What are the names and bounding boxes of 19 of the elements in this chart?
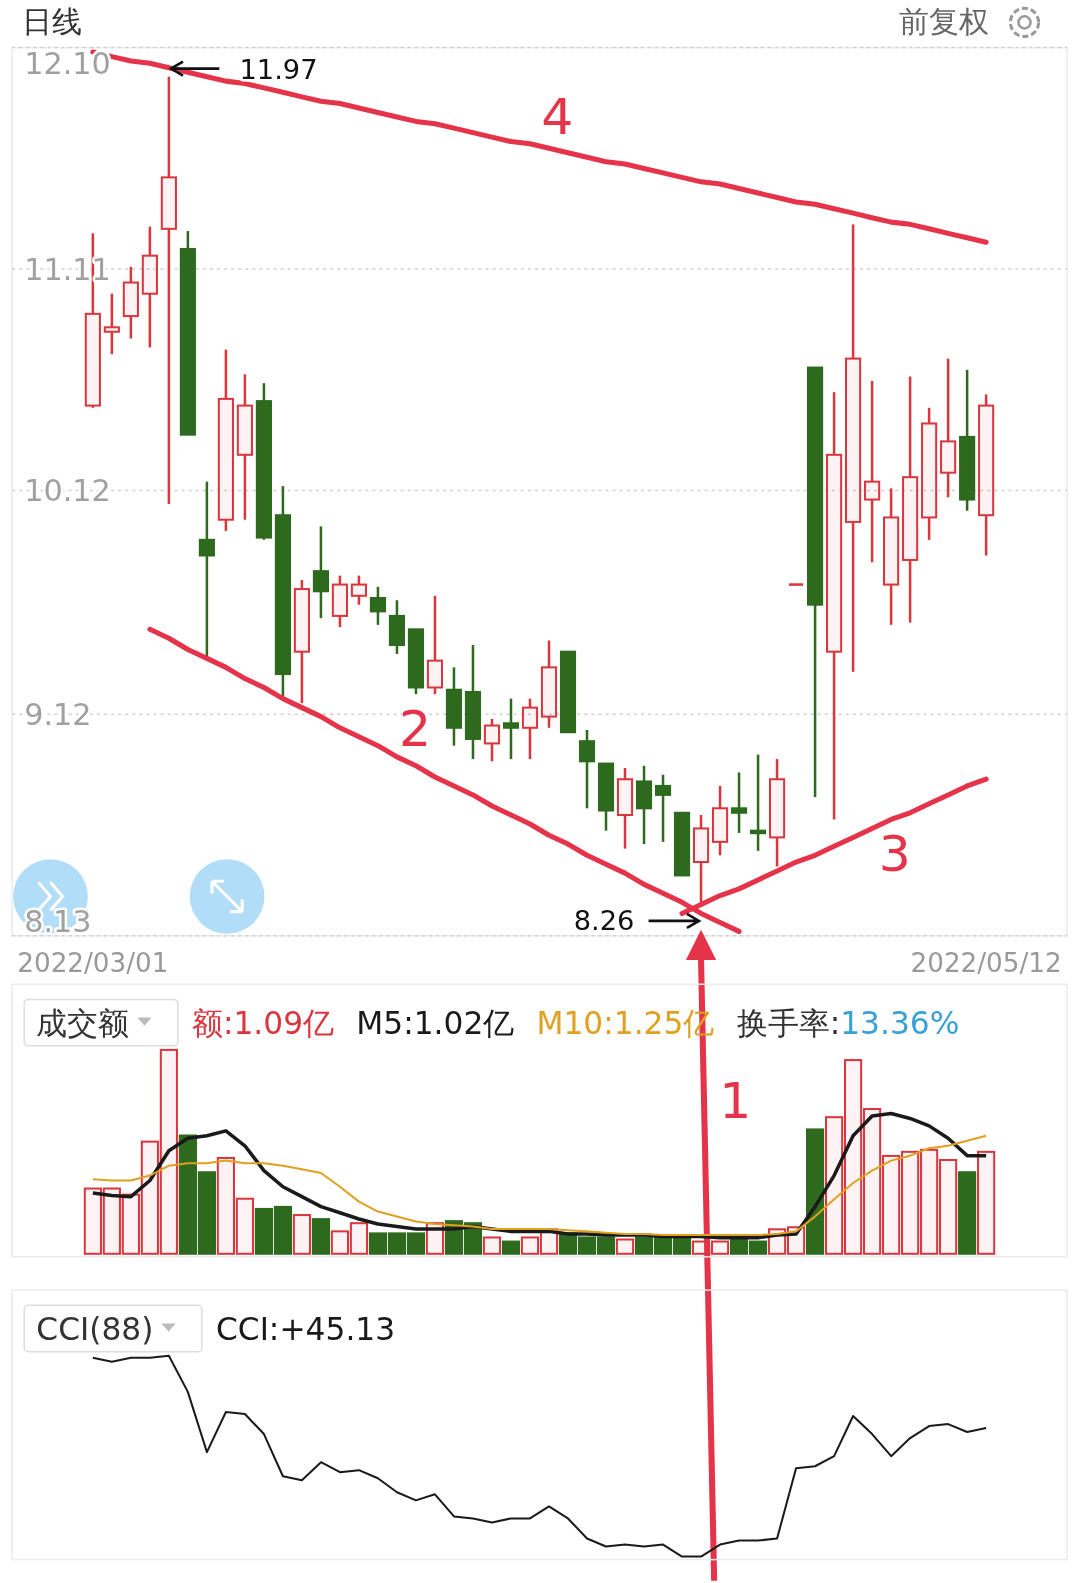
series-label: 2 xyxy=(398,699,432,759)
chart-title: 日线 xyxy=(22,4,83,40)
chart-title: CCI(88) xyxy=(36,1310,154,1347)
text: 换手率:13.36% xyxy=(736,1004,960,1041)
y-tick-label: 9.12 xyxy=(24,696,92,732)
annotation: 11.97 xyxy=(239,53,318,85)
annotation: 1 xyxy=(719,1070,752,1130)
series-label: 3 xyxy=(878,824,911,884)
x-tick-label: 2022/05/12 xyxy=(910,948,1062,979)
x-tick-label: 2022/03/01 xyxy=(17,948,169,979)
chart-title: 成交额 xyxy=(36,1004,130,1041)
y-tick-label: 10.12 xyxy=(24,473,111,509)
series-label: 额:1.09亿 xyxy=(191,1004,335,1041)
y-tick-label: 12.10 xyxy=(24,46,111,82)
text: M5:1.02亿 xyxy=(356,1004,515,1041)
series-label: 4 xyxy=(541,87,574,147)
annotation: 8.26 xyxy=(573,904,635,936)
chart-subtitle: 前复权 xyxy=(899,4,990,40)
series-label: CCI:+45.13 xyxy=(215,1310,396,1347)
